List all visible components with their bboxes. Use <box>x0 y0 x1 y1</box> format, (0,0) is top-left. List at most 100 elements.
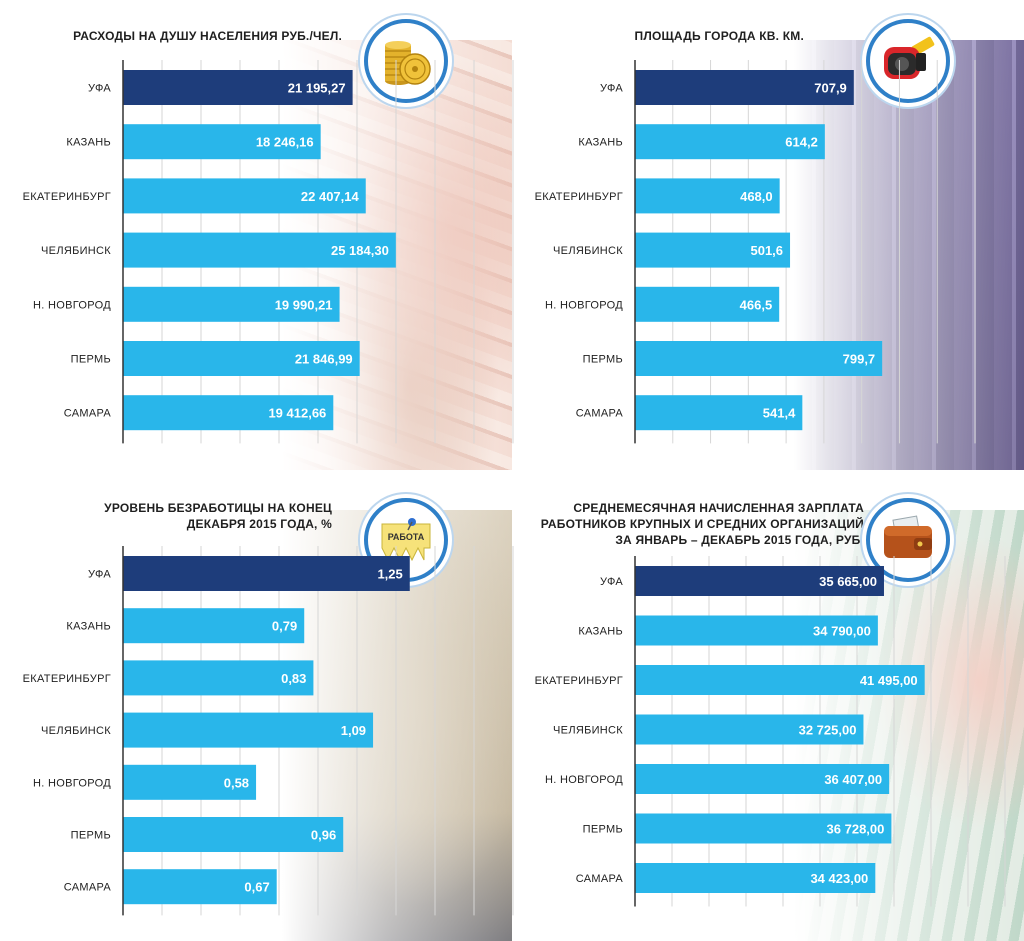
bar-5 <box>123 817 344 852</box>
bar-3 <box>123 712 374 748</box>
bar-value-label-0: 35 665,00 <box>819 574 877 589</box>
category-label-4: Н. НОВГОРОД <box>545 774 623 786</box>
category-label-1: КАЗАНЬ <box>66 621 111 633</box>
category-label-3: ЧЕЛЯБИНСК <box>553 725 623 737</box>
category-label-3: ЧЕЛЯБИНСК <box>41 245 111 257</box>
bar-5 <box>123 341 360 376</box>
category-label-2: ЕКАТЕРИНБУРГ <box>535 675 623 687</box>
bar-value-label-4: 0,58 <box>224 775 249 790</box>
bar-value-label-1: 0,79 <box>272 619 297 634</box>
bar-4 <box>123 286 340 322</box>
bar-5 <box>635 341 883 376</box>
category-label-4: Н. НОВГОРОД <box>33 777 111 789</box>
bar-chart: УФА 1,25 КАЗАНЬ 0,79 ЕКАТЕРИНБУРГ 0,83 ЧЕЛЯБИН… <box>23 546 514 916</box>
bar-value-label-6: 0,67 <box>244 880 269 895</box>
bar-6 <box>635 395 803 431</box>
title-line: ЗА ЯНВАРЬ – ДЕКАБРЬ 2015 ГОДА, РУБ. <box>615 533 864 547</box>
chart-title: РАСХОДЫ НА ДУШУ НАСЕЛЕНИЯ РУБ./ЧЕЛ. <box>73 28 342 44</box>
chart-title: УРОВЕНЬ БЕЗРАБОТИЦЫ НА КОНЕЦ ДЕКАБРЯ 201… <box>104 500 332 532</box>
bar-2 <box>635 178 780 214</box>
bar-3 <box>123 232 396 268</box>
category-label-1: КАЗАНЬ <box>578 626 623 638</box>
bar-4 <box>123 764 257 800</box>
bar-plot: УФА 35 665,00 КАЗАНЬ 34 790,00 ЕКАТЕРИНБУРГ 4… <box>512 556 1006 926</box>
bar-3 <box>635 714 864 745</box>
bar-chart: УФА 707,9 КАЗАНЬ 614,2 ЕКАТЕРИНБУРГ 468,0 ЧЕЛЯ… <box>535 60 976 444</box>
category-label-0: УФА <box>88 569 111 581</box>
bar-value-label-2: 22 407,14 <box>301 189 360 204</box>
bar-6 <box>123 395 334 431</box>
category-label-0: УФА <box>600 576 623 588</box>
category-label-6: САМАРА <box>64 882 112 894</box>
bar-5 <box>635 813 892 844</box>
category-label-2: ЕКАТЕРИНБУРГ <box>535 191 623 203</box>
bar-value-label-1: 614,2 <box>785 135 818 150</box>
bar-6 <box>123 869 277 905</box>
bar-6 <box>635 863 876 893</box>
bar-0 <box>123 556 410 591</box>
title-line: УРОВЕНЬ БЕЗРАБОТИЦЫ НА КОНЕЦ <box>104 501 332 515</box>
chart-title: СРЕДНЕМЕСЯЧНАЯ НАЧИСЛЕННАЯ ЗАРПЛАТА РАБО… <box>541 500 864 548</box>
bar-value-label-6: 541,4 <box>763 406 796 421</box>
bar-value-label-3: 501,6 <box>750 243 783 258</box>
category-label-4: Н. НОВГОРОД <box>545 299 623 311</box>
bar-1 <box>635 124 825 160</box>
category-label-6: САМАРА <box>576 408 624 420</box>
tape-measure-icon <box>866 19 950 103</box>
bar-2 <box>123 178 366 214</box>
chart-panel-spending: РАСХОДЫ НА ДУШУ НАСЕЛЕНИЯ РУБ./ЧЕЛ. УФА 2… <box>0 0 514 470</box>
chart-panel-area: ПЛОЩАДЬ ГОРОДА КВ. КМ. УФА 707,9 КАЗАНЬ 614… <box>512 0 1024 470</box>
bar-value-label-6: 19 412,66 <box>268 406 326 421</box>
bar-value-label-4: 466,5 <box>740 297 773 312</box>
bar-2 <box>635 665 925 695</box>
bar-plot: УФА 707,9 КАЗАНЬ 614,2 ЕКАТЕРИНБУРГ 468,0 ЧЕЛЯ… <box>512 60 982 444</box>
category-label-6: САМАРА <box>576 873 624 885</box>
bar-value-label-2: 0,83 <box>281 671 306 686</box>
title-line: ДЕКАБРЯ 2015 ГОДА, % <box>186 517 332 531</box>
bar-1 <box>123 608 305 644</box>
category-label-0: УФА <box>88 83 111 95</box>
chart-panel-unemployment: УРОВЕНЬ БЕЗРАБОТИЦЫ НА КОНЕЦ ДЕКАБРЯ 201… <box>0 470 514 941</box>
bar-value-label-3: 1,09 <box>341 723 366 738</box>
bar-value-label-2: 41 495,00 <box>860 673 918 688</box>
category-label-3: ЧЕЛЯБИНСК <box>553 245 623 257</box>
bar-plot: УФА 21 195,27 КАЗАНЬ 18 246,16 ЕКАТЕРИНБУРГ 2… <box>0 60 514 444</box>
title-line: РАСХОДЫ НА ДУШУ НАСЕЛЕНИЯ РУБ./ЧЕЛ. <box>73 29 342 43</box>
chart-panel-salary: СРЕДНЕМЕСЯЧНАЯ НАЧИСЛЕННАЯ ЗАРПЛАТА РАБО… <box>512 470 1024 941</box>
category-label-2: ЕКАТЕРИНБУРГ <box>23 191 111 203</box>
bar-value-label-3: 25 184,30 <box>331 243 389 258</box>
bar-value-label-1: 34 790,00 <box>813 624 871 639</box>
bar-value-label-5: 799,7 <box>843 352 876 367</box>
coins-icon <box>364 19 448 103</box>
city-photo <box>794 40 1024 470</box>
bar-value-label-5: 0,96 <box>311 828 336 843</box>
category-label-5: ПЕРМЬ <box>583 824 623 836</box>
category-label-3: ЧЕЛЯБИНСК <box>41 725 111 737</box>
bar-value-label-5: 21 846,99 <box>295 352 353 367</box>
category-label-5: ПЕРМЬ <box>71 830 111 842</box>
bar-value-label-4: 36 407,00 <box>824 772 882 787</box>
bar-1 <box>123 124 321 160</box>
bar-0 <box>635 566 884 596</box>
category-label-2: ЕКАТЕРИНБУРГ <box>23 673 111 685</box>
bar-2 <box>123 660 314 696</box>
title-line: ПЛОЩАДЬ ГОРОДА КВ. КМ. <box>634 29 804 43</box>
bar-value-label-3: 32 725,00 <box>799 723 857 738</box>
bar-plot: УФА 1,25 КАЗАНЬ 0,79 ЕКАТЕРИНБУРГ 0,83 ЧЕЛЯБИН… <box>0 546 514 926</box>
bar-0 <box>123 70 353 105</box>
bar-value-label-6: 34 423,00 <box>810 871 868 886</box>
bar-value-label-0: 707,9 <box>814 81 847 96</box>
chart-title: ПЛОЩАДЬ ГОРОДА КВ. КМ. <box>635 28 805 44</box>
bar-value-label-2: 468,0 <box>740 189 773 204</box>
bar-1 <box>635 615 878 646</box>
bar-value-label-0: 1,25 <box>377 567 402 582</box>
category-label-6: САМАРА <box>64 408 112 420</box>
bar-4 <box>635 286 780 322</box>
bar-0 <box>635 70 854 105</box>
category-label-4: Н. НОВГОРОД <box>33 299 111 311</box>
bar-chart: УФА 21 195,27 КАЗАНЬ 18 246,16 ЕКАТЕРИНБУРГ 2… <box>23 60 514 444</box>
category-label-5: ПЕРМЬ <box>583 354 623 366</box>
category-label-5: ПЕРМЬ <box>71 354 111 366</box>
title-line: РАБОТНИКОВ КРУПНЫХ И СРЕДНИХ ОРГАНИЗАЦИЙ <box>540 517 864 531</box>
bar-value-label-4: 19 990,21 <box>275 297 333 312</box>
